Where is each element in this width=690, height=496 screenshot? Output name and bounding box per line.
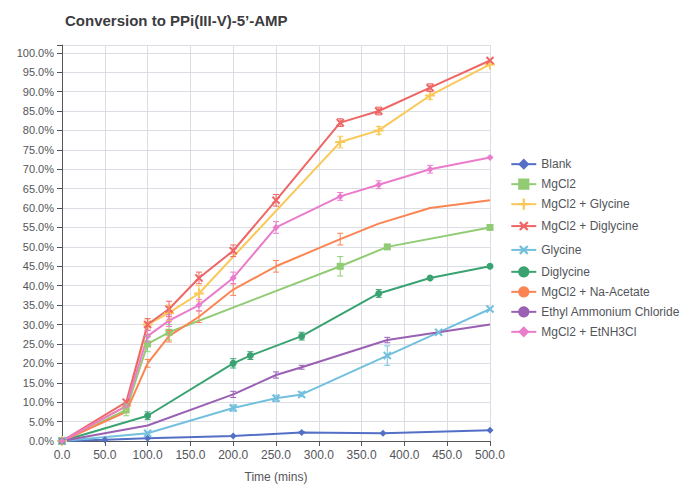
svg-text:Ethyl Ammonium Chloride: Ethyl Ammonium Chloride (541, 305, 679, 319)
svg-text:95.0%: 95.0% (23, 66, 54, 78)
svg-text:Glycine: Glycine (541, 243, 581, 257)
svg-text:40.0%: 40.0% (23, 280, 54, 292)
svg-text:Blank: Blank (541, 157, 572, 171)
svg-text:85.0%: 85.0% (23, 105, 54, 117)
svg-text:Diglycine: Diglycine (541, 265, 590, 279)
svg-text:MgCl2 + Glycine: MgCl2 + Glycine (541, 197, 630, 211)
svg-text:45.0%: 45.0% (23, 260, 54, 272)
svg-text:30.0%: 30.0% (23, 319, 54, 331)
svg-text:400.0: 400.0 (389, 448, 419, 462)
svg-text:15.0%: 15.0% (23, 377, 54, 389)
svg-text:100.0%: 100.0% (17, 47, 55, 59)
svg-text:20.0%: 20.0% (23, 357, 54, 369)
svg-text:75.0%: 75.0% (23, 144, 54, 156)
svg-text:35.0%: 35.0% (23, 299, 54, 311)
svg-text:0.0%: 0.0% (29, 435, 54, 447)
svg-text:MgCl2 + Diglycine: MgCl2 + Diglycine (541, 219, 638, 233)
svg-text:MgCl2 + EtNH3Cl: MgCl2 + EtNH3Cl (541, 325, 636, 339)
svg-text:150.0: 150.0 (175, 448, 205, 462)
svg-text:Conversion to PPi(III-V)-5’-AM: Conversion to PPi(III-V)-5’-AMP (65, 12, 288, 29)
svg-text:200.0: 200.0 (218, 448, 248, 462)
svg-text:10.0%: 10.0% (23, 396, 54, 408)
svg-text:50.0: 50.0 (93, 448, 117, 462)
svg-text:500.0: 500.0 (475, 448, 505, 462)
svg-text:450.0: 450.0 (432, 448, 462, 462)
svg-text:65.0%: 65.0% (23, 183, 54, 195)
svg-text:25.0%: 25.0% (23, 338, 54, 350)
svg-text:70.0%: 70.0% (23, 163, 54, 175)
svg-text:250.0: 250.0 (261, 448, 291, 462)
svg-text:80.0%: 80.0% (23, 124, 54, 136)
svg-text:5.0%: 5.0% (29, 416, 54, 428)
svg-text:MgCl2 + Na-Acetate: MgCl2 + Na-Acetate (541, 285, 650, 299)
svg-text:MgCl2: MgCl2 (541, 177, 576, 191)
svg-text:55.0%: 55.0% (23, 221, 54, 233)
svg-text:Time (mins): Time (mins) (245, 470, 308, 484)
svg-text:50.0%: 50.0% (23, 241, 54, 253)
svg-text:60.0%: 60.0% (23, 202, 54, 214)
svg-text:0.0: 0.0 (54, 448, 71, 462)
svg-text:350.0: 350.0 (347, 448, 377, 462)
svg-text:100.0: 100.0 (133, 448, 163, 462)
svg-text:90.0%: 90.0% (23, 86, 54, 98)
svg-text:300.0: 300.0 (304, 448, 334, 462)
